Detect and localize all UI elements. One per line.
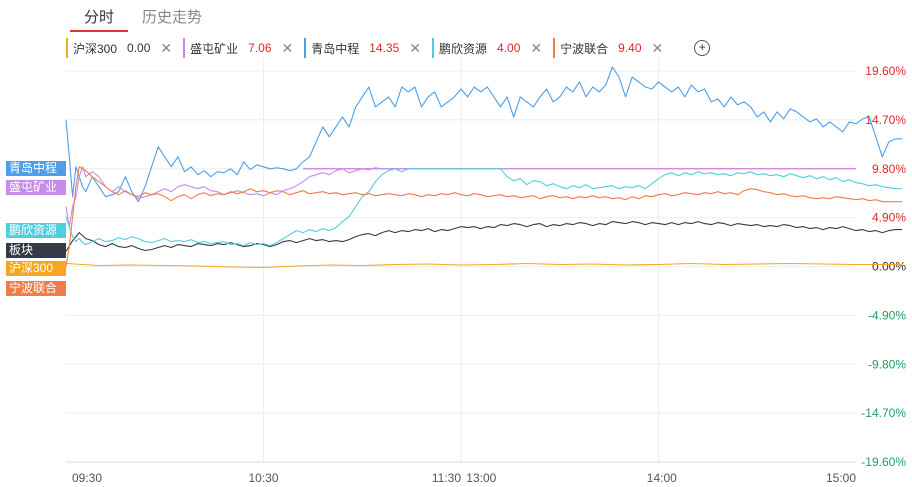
series-tag-ningbo[interactable]: 宁波联合 [6,281,66,297]
legend-value: 0.00 [127,41,151,55]
series-line-sector [65,221,903,252]
y-tick-label: 4.90% [872,211,906,225]
close-icon[interactable]: ✕ [409,39,422,56]
tab-bar: 分时 历史走势 [70,0,216,32]
close-icon[interactable]: ✕ [281,39,294,56]
tab-intraday[interactable]: 分时 [70,0,129,32]
legend-item-pengxin[interactable]: 鹏欣资源 4.00 ✕ [432,38,549,58]
x-tick-label: 14:00 [647,471,677,485]
legend-value: 14.35 [369,41,400,55]
series-tag-shengtun[interactable]: 盛屯矿业 [6,180,66,196]
legend-value: 9.40 [618,41,642,55]
series-tag-sector[interactable]: 板块 [6,242,66,258]
x-tick-label: 11:30 [432,471,461,485]
x-tick-label: 10:30 [248,471,278,485]
legend-value: 7.06 [248,41,272,55]
tab-history-trend[interactable]: 历史走势 [142,9,203,26]
legend-name: 沪深300 [73,41,118,56]
y-tick-label: 0.00% [872,260,906,274]
y-tick-label: 19.60% [865,64,906,78]
series-tag-hs300[interactable]: 沪深300 [6,260,66,276]
legend-value: 4.00 [497,41,521,55]
legend-name: 鹏欣资源 [439,41,488,56]
y-tick-label: -9.80% [868,357,906,371]
legend-item-hs300[interactable]: 沪深300 0.00 ✕ [66,38,179,58]
legend-name: 宁波联合 [560,41,609,56]
series-line-ningbo [65,166,903,267]
series-tag-pengxin[interactable]: 鹏欣资源 [6,222,66,238]
legend-item-shengtun[interactable]: 盛屯矿业 7.06 ✕ [183,38,300,58]
legend-bar: 沪深300 0.00 ✕ 盛屯矿业 7.06 ✕ 青岛中程 14.35 ✕ 鹏欣… [66,37,711,59]
y-tick-label: -14.70% [861,406,906,420]
legend-name: 青岛中程 [311,41,360,56]
series-line-qingdao [65,66,903,203]
close-icon[interactable]: ✕ [160,39,173,56]
close-icon[interactable]: ✕ [651,39,664,56]
x-tick-label: 09:30 [72,471,102,485]
x-tick-label: 13:00 [466,471,496,485]
x-tick-label: 15:00 [826,471,856,485]
series-tag-qingdao[interactable]: 青岛中程 [6,160,66,176]
close-icon[interactable]: ✕ [530,39,543,56]
legend-item-ningbo[interactable]: 宁波联合 9.40 ✕ [553,38,670,58]
y-tick-label: -4.90% [868,308,906,322]
series-line-hs300 [65,262,903,269]
legend-name: 盛屯矿业 [190,41,239,56]
add-comparison-icon[interactable]: + [694,40,711,56]
y-tick-label: 9.80% [872,162,906,176]
y-tick-label: -19.60% [861,455,906,469]
series-line-shengtun [65,166,396,228]
y-tick-label: 14.70% [865,113,906,127]
legend-item-qingdao[interactable]: 青岛中程 14.35 ✕ [304,38,428,58]
series-line-pengxin [65,168,903,247]
